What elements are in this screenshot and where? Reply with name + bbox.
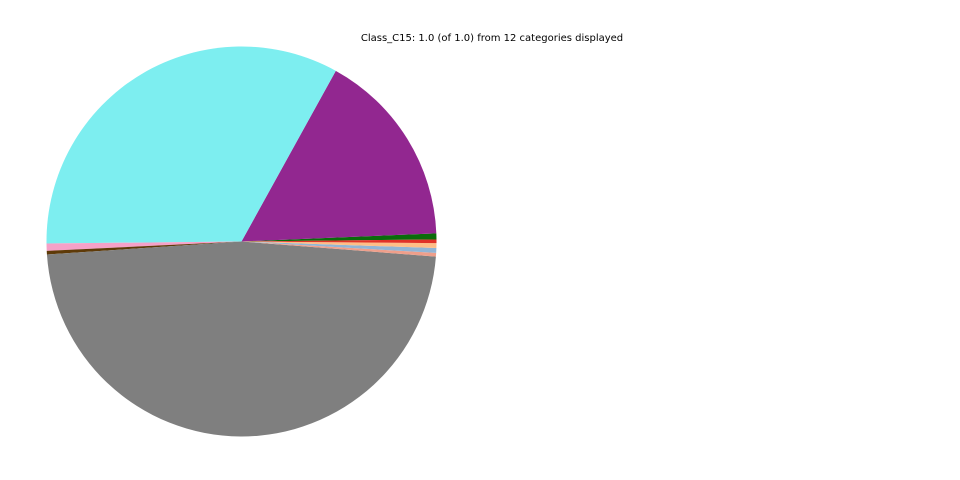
pie-slice-9-slice-9-light-orange <box>241 241 437 249</box>
pie-slice-6-slice-6-gray <box>46 241 436 437</box>
pie-slice-5-slice-5-dark-brown <box>46 241 242 255</box>
pie-slice-7-slice-7-salmon <box>241 241 437 257</box>
pie-slice-2-slice-2-purple <box>241 70 437 242</box>
pie-slice-1-slice-1-dark-green <box>241 233 437 242</box>
pie-slice-10-slice-10-red <box>241 239 437 244</box>
chart-title: Class_C15: 1.0 (of 1.0) from 12 categori… <box>360 33 624 44</box>
pie-slice-4-slice-4-pink <box>46 241 242 251</box>
pie-slice-3-slice-3-cyan <box>46 46 336 244</box>
pie-slice-8-slice-8-light-blue <box>241 241 437 253</box>
